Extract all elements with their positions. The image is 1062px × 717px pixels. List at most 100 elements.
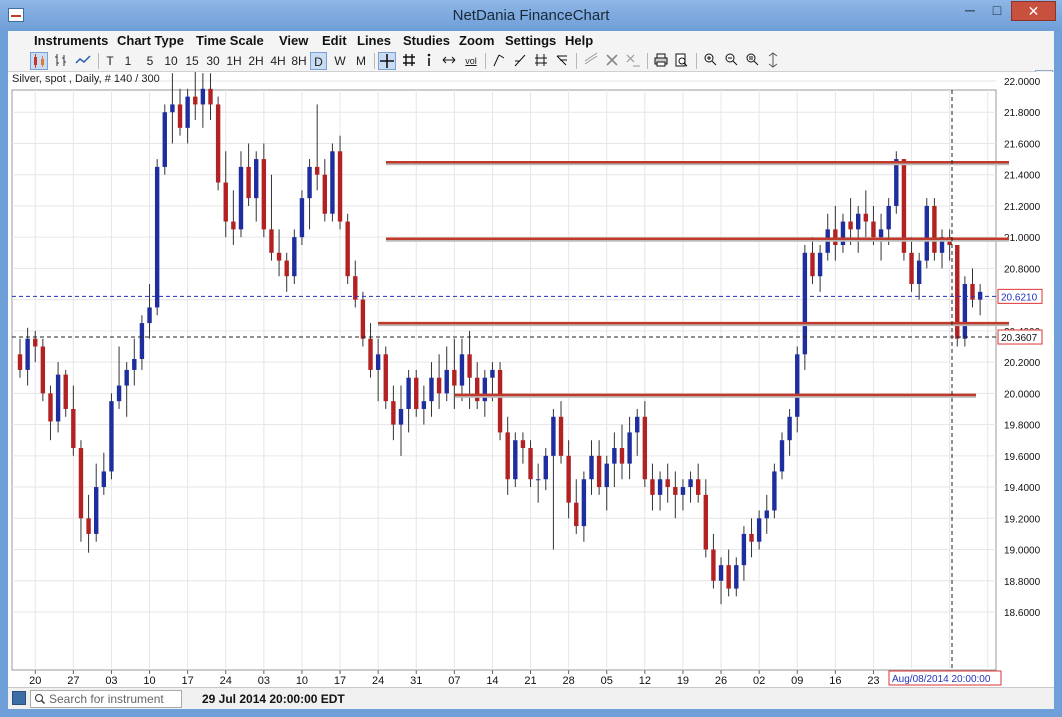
candle-body: [856, 213, 861, 230]
candle-body: [86, 518, 91, 534]
candle-body: [886, 205, 891, 230]
x-tick-label: 31: [410, 675, 422, 687]
candle-body: [558, 416, 564, 456]
timescale-5m[interactable]: 5: [146, 54, 154, 68]
menu-chart-type[interactable]: Chart Type: [117, 33, 184, 48]
candle-body: [718, 565, 724, 581]
timescale-4h[interactable]: 4H: [270, 54, 286, 68]
y-tick-label: 21.2000: [1004, 202, 1041, 213]
timescale-1m[interactable]: 1: [124, 54, 132, 68]
candle-body: [840, 221, 846, 245]
client-area: Instruments Chart Type Time Scale View E…: [8, 31, 1054, 709]
menu-time-scale[interactable]: Time Scale: [196, 33, 264, 48]
candle-body: [970, 284, 975, 300]
menu-settings[interactable]: Settings: [505, 33, 557, 48]
menu-edit[interactable]: Edit: [322, 33, 347, 48]
print-preview-icon[interactable]: [672, 52, 690, 70]
candle-body: [566, 455, 571, 503]
zoom-out-icon[interactable]: [722, 52, 740, 70]
candle-body: [711, 549, 716, 581]
candle-body: [909, 252, 914, 285]
current-price-label: 20.6210: [1001, 292, 1038, 303]
channel-line-icon[interactable]: [532, 52, 550, 70]
crosshair-date-label: Aug/08/2014 20:00:00: [892, 674, 991, 685]
toolbar-separator: [647, 53, 648, 69]
candle-body: [467, 354, 472, 378]
current-price-box: [997, 288, 1043, 304]
toolbar-separator: [98, 53, 99, 69]
hide-lines-icon[interactable]: [582, 52, 600, 70]
plot-area: [11, 89, 997, 671]
menu-lines[interactable]: Lines: [357, 33, 391, 48]
chart-area[interactable]: 22.0000 21.8000 21.6000 21.4000 21.2000 21.00…: [8, 72, 1054, 687]
close-button[interactable]: ✕: [1011, 1, 1056, 21]
instrument-list-icon[interactable]: [12, 691, 26, 705]
timescale-2h[interactable]: 2H: [248, 54, 264, 68]
candle-body: [581, 479, 587, 527]
scroll-horizontal-icon[interactable]: [440, 52, 458, 70]
candle-body: [452, 369, 457, 386]
timescale-tick[interactable]: T: [106, 54, 114, 68]
timescale-monthly[interactable]: M: [356, 54, 366, 68]
candle-body: [894, 159, 899, 206]
grid-icon[interactable]: [400, 52, 418, 70]
minimize-button[interactable]: ─: [965, 2, 975, 18]
timescale-1h[interactable]: 1H: [226, 54, 242, 68]
timescale-weekly[interactable]: W: [334, 54, 346, 68]
menu-studies[interactable]: Studies: [403, 33, 450, 48]
title-bar[interactable]: NetDania FinanceChart ─ □ ✕: [0, 0, 1062, 31]
toolbar-separator: [696, 53, 697, 69]
menu-help[interactable]: Help: [565, 33, 594, 48]
candlestick-chart-icon[interactable]: [30, 52, 48, 70]
y-tick-label: 18.6000: [1004, 608, 1041, 619]
info-icon[interactable]: [422, 52, 436, 70]
timescale-10m[interactable]: 10: [164, 54, 178, 68]
maximize-button[interactable]: □: [992, 2, 1002, 18]
candlestick-chart[interactable]: 22.0000 21.8000 21.6000 21.4000 21.2000 21.00…: [8, 72, 1054, 687]
timescale-daily[interactable]: D: [310, 52, 327, 70]
candle-body: [703, 494, 708, 550]
delete-lines-icon[interactable]: [603, 52, 621, 70]
candle-body: [848, 221, 853, 230]
line-chart-icon[interactable]: [74, 52, 92, 70]
candle-body: [154, 166, 160, 308]
delete-all-lines-icon[interactable]: [624, 52, 642, 70]
ray-line-icon[interactable]: [511, 52, 529, 70]
trendline-icon[interactable]: [490, 52, 508, 70]
candle-body: [200, 88, 206, 105]
x-tick-label: 17: [334, 675, 346, 687]
crosshair-icon[interactable]: [378, 52, 396, 70]
y-tick-label: 21.0000: [1004, 233, 1041, 244]
search-input[interactable]: [49, 691, 179, 707]
candle-body: [520, 440, 526, 449]
timescale-30m[interactable]: 30: [206, 54, 220, 68]
fibonacci-icon[interactable]: [553, 52, 571, 70]
candle-body: [726, 565, 731, 589]
print-icon[interactable]: [652, 52, 670, 70]
menu-view[interactable]: View: [279, 33, 309, 48]
timescale-15m[interactable]: 15: [185, 54, 199, 68]
zoom-in-icon[interactable]: [701, 52, 719, 70]
zoom-fit-icon[interactable]: [764, 52, 782, 70]
x-tick-label: 23: [867, 675, 879, 687]
menu-instruments[interactable]: Instruments: [34, 33, 109, 48]
ohlc-bar-chart-icon[interactable]: [52, 52, 70, 70]
menu-zoom[interactable]: Zoom: [459, 33, 495, 48]
candle-body: [878, 229, 884, 238]
crosshair-date-box: [888, 670, 1002, 686]
candle-body: [269, 229, 274, 253]
candle-body: [25, 338, 30, 370]
candle-body: [40, 346, 46, 394]
timescale-8h[interactable]: 8H: [291, 54, 307, 68]
candle-body: [513, 440, 518, 480]
candle-body: [490, 369, 495, 378]
search-icon: [35, 694, 45, 704]
candle-body: [863, 213, 869, 222]
zoom-reset-icon[interactable]: [743, 52, 761, 70]
x-tick-label: 14: [486, 675, 498, 687]
candle-body: [749, 533, 754, 542]
x-tick-label: 07: [448, 675, 460, 687]
volume-toggle[interactable]: vol: [465, 56, 477, 66]
instrument-search-box[interactable]: [30, 690, 182, 708]
x-tick-label: 02: [753, 675, 765, 687]
